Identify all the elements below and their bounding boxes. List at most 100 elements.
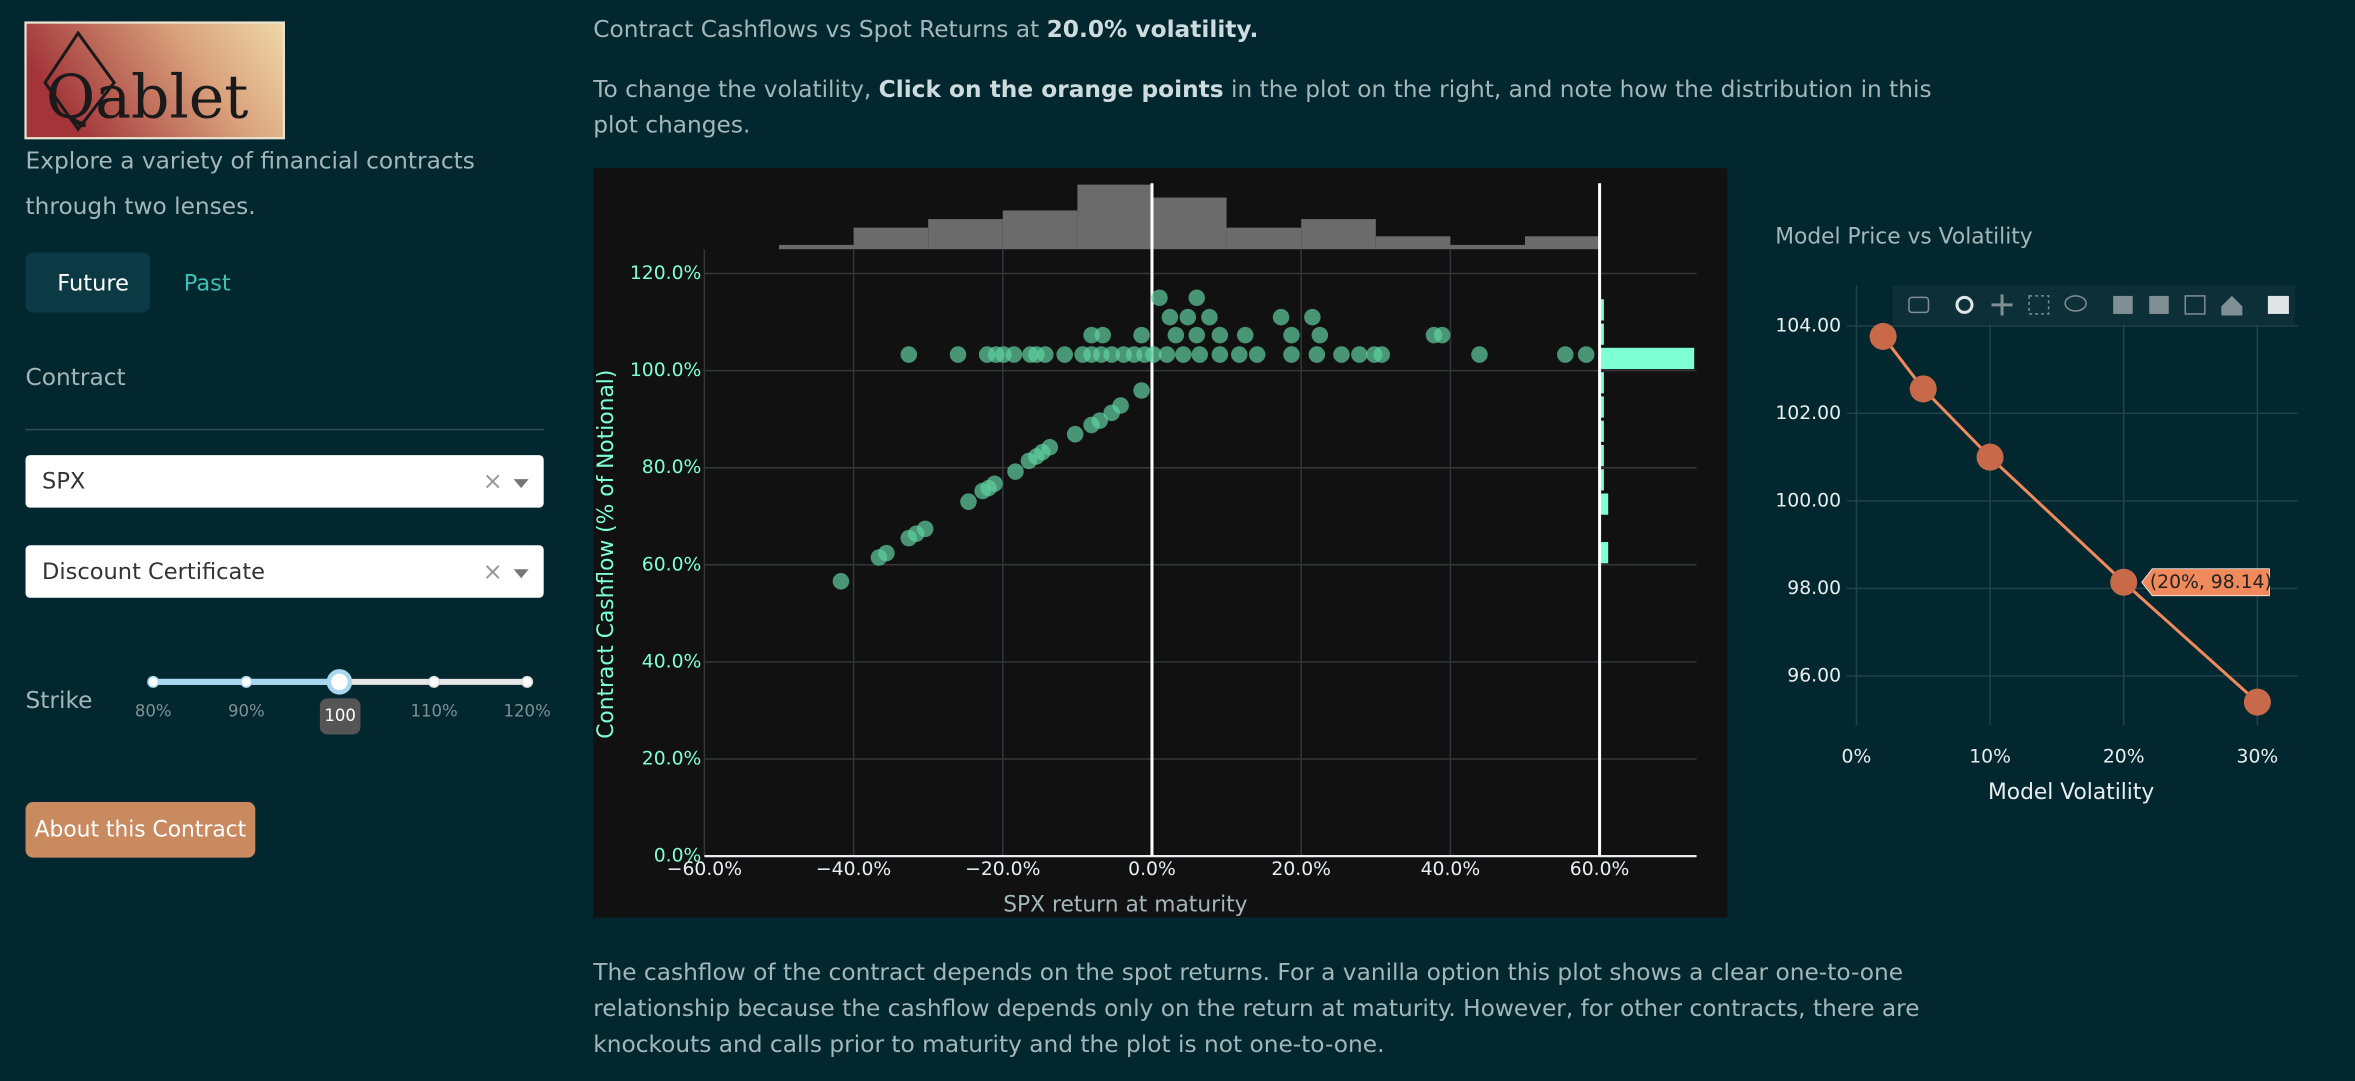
scatter-point (1283, 346, 1300, 363)
icon-zoom-out[interactable] (2149, 295, 2169, 314)
scatter-point (1175, 346, 1192, 363)
scatter-point (1231, 346, 1248, 363)
price-point[interactable] (2110, 568, 2138, 596)
scatter-panel (593, 168, 1728, 918)
scatter-point (960, 493, 977, 510)
footer-text: relationship because the cashflow depend… (593, 995, 1919, 1022)
footer-text: The cashflow of the contract depends on … (592, 959, 1903, 986)
hover-box (2141, 568, 2270, 597)
scatter-point (1037, 346, 1054, 363)
icon-lasso[interactable] (2064, 295, 2087, 312)
y-tick-label: 20.0% (642, 749, 702, 770)
scatter-point (1201, 308, 1218, 326)
button-label[interactable]: About this Contract (35, 818, 247, 843)
footer-text: knockouts and calls prior to maturity an… (593, 1031, 1384, 1058)
histogram-bar (1151, 197, 1227, 250)
y-tick-label: 102.00 (1775, 403, 1841, 424)
x-tick-label: −20.0% (965, 859, 1040, 880)
icon-plotly[interactable] (2267, 295, 2289, 314)
slider-handle[interactable] (326, 669, 353, 695)
x-tick-label: 0.0% (1128, 859, 1176, 880)
tagline: Explore a variety of financial contracts (26, 148, 475, 175)
scatter-point (1283, 326, 1300, 344)
logo-text: Qablet (46, 63, 248, 133)
modebar (1892, 285, 2295, 325)
slider-mark: 80% (135, 701, 172, 720)
histogram-bar (778, 244, 854, 250)
x-tick-label: 10% (1969, 746, 2011, 767)
y-axis-label: Contract Cashflow (% of Notional) (594, 370, 619, 739)
icon-select[interactable] (2028, 295, 2050, 315)
clear-icon[interactable]: × (483, 557, 503, 585)
scatter-point (1094, 326, 1112, 344)
icon-zoom[interactable] (1955, 295, 1974, 314)
scatter-point (1248, 346, 1266, 363)
price-point[interactable] (1909, 375, 1937, 403)
clear-icon[interactable]: × (483, 467, 503, 495)
histogram-bar (1599, 372, 1604, 394)
histogram-bar (1002, 210, 1078, 250)
scatter-point (1188, 326, 1206, 344)
scatter-point (1311, 326, 1329, 344)
histogram-bar (1599, 347, 1695, 370)
scatter-point (1133, 326, 1150, 344)
histogram-bar (1524, 236, 1600, 250)
heading: Contract Cashflows vs Spot Returns at 20… (593, 16, 1258, 43)
slider-mark: 110% (410, 701, 457, 720)
caret[interactable] (513, 479, 529, 489)
histogram-bar (928, 219, 1003, 250)
scatter-point (878, 544, 895, 562)
x-tick-label: 60.0% (1570, 859, 1630, 880)
scatter-point (832, 573, 850, 590)
slider-dot[interactable] (428, 675, 441, 688)
slider-dot[interactable] (147, 675, 160, 688)
dropdown-value[interactable]: SPX (42, 469, 85, 495)
histogram-bar (1599, 469, 1604, 491)
histogram-bar (1599, 396, 1604, 418)
y-tick-label: 40.0% (642, 651, 702, 672)
scatter-point (1577, 346, 1595, 363)
scatter-point (1161, 308, 1179, 326)
slider-dot[interactable] (240, 675, 253, 688)
scatter-point (1557, 346, 1574, 363)
x-axis-label: SPX return at maturity (1003, 893, 1247, 918)
dropdown-value[interactable]: Discount Certificate (42, 559, 265, 585)
price-line (1881, 335, 2259, 704)
icon-zoom-in[interactable] (2113, 295, 2133, 314)
caret[interactable] (513, 569, 529, 579)
slider-dot[interactable] (521, 675, 534, 688)
scatter-point (1112, 397, 1129, 414)
slider-mark: 90% (228, 701, 265, 720)
dropdown-box[interactable] (25, 545, 544, 598)
scatter-point (916, 520, 934, 538)
tab[interactable]: Future (57, 270, 129, 296)
chart-title: Model Price vs Volatility (1775, 224, 2033, 249)
tab[interactable]: Past (184, 270, 231, 296)
price-point[interactable] (1869, 322, 1897, 350)
histogram-bar (853, 227, 929, 250)
price-point[interactable] (1976, 443, 2004, 471)
scatter-point (1091, 412, 1109, 429)
scatter-point (1188, 289, 1206, 307)
heading-bold: 20.0% volatility. (1047, 16, 1259, 43)
icon-camera[interactable] (1908, 296, 1930, 314)
price-point[interactable] (2243, 688, 2271, 716)
scatter-point (1041, 439, 1059, 456)
scatter-point (1236, 326, 1254, 344)
icon-pan[interactable] (1991, 294, 2013, 316)
icon-home[interactable] (2221, 295, 2243, 316)
scatter-point (1103, 346, 1120, 363)
scatter-point (1158, 346, 1176, 363)
button-bg[interactable] (25, 802, 256, 858)
y-tick-label: 80.0% (642, 457, 702, 478)
instruction-text: To change the volatility, (592, 76, 878, 103)
x-tick-label: 0% (1842, 746, 1872, 767)
scatter-point (1211, 326, 1229, 344)
dropdown-box[interactable] (25, 455, 544, 508)
tagline: through two lenses. (26, 193, 256, 220)
scatter-point (1471, 346, 1488, 363)
scatter-point (1179, 308, 1197, 326)
icon-autoscale[interactable] (2184, 295, 2206, 315)
scatter-point (1056, 346, 1073, 363)
x-tick-label: 30% (2237, 746, 2279, 767)
